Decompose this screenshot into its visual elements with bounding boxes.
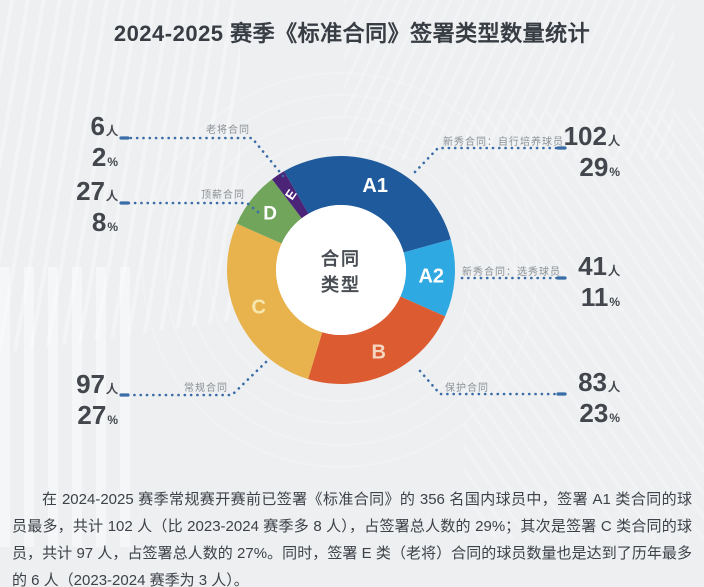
a1-people-unit: 人 [607, 134, 620, 148]
c-people: 97 [76, 369, 105, 399]
callout-a1-label: 新秀合同：自行培养球员 [443, 137, 564, 148]
e-people: 6 [90, 111, 105, 141]
leader-line-B [418, 369, 560, 396]
callout-d: 27人 8% [8, 178, 118, 240]
c-people-unit: 人 [105, 382, 118, 396]
a1-percent: 29 [579, 152, 609, 182]
callout-c: 97人 27% [8, 371, 118, 433]
d-percent-unit: % [107, 220, 118, 234]
a1-percent-unit: % [609, 165, 620, 179]
slice-letter-D: D [263, 203, 277, 224]
c-percent-unit: % [107, 413, 118, 427]
donut-center-label: 合同 类型 [281, 246, 401, 298]
b-percent: 23 [579, 398, 609, 428]
e-percent: 2 [91, 142, 107, 172]
callout-e-label: 老将合同 [206, 125, 250, 136]
donut-slice-C [226, 223, 323, 380]
d-percent: 8 [91, 207, 107, 237]
donut-slice-A2 [400, 239, 455, 317]
slice-letter-A1: A1 [362, 175, 388, 197]
d-people-unit: 人 [105, 189, 118, 203]
a2-people: 41 [578, 251, 607, 281]
center-label-line1: 合同 [321, 249, 361, 269]
callout-c-label: 常规合同 [184, 383, 228, 394]
callout-b-label: 保护合同 [445, 383, 489, 394]
donut-center-hole [276, 205, 406, 335]
leader-line-E [126, 136, 285, 178]
leader-line-D [126, 201, 260, 214]
a1-people: 102 [563, 121, 607, 151]
a2-percent: 11 [580, 282, 609, 312]
donut-slice-E [272, 171, 309, 219]
e-percent-unit: % [107, 155, 118, 169]
a2-people-unit: 人 [607, 264, 620, 278]
b-percent-unit: % [609, 411, 620, 425]
donut-slice-D [236, 179, 302, 244]
page-title: 2024-2025 赛季《标准合同》签署类型数量统计 [113, 21, 591, 46]
slice-letter-B: B [371, 341, 385, 363]
callout-d-label: 顶薪合同 [201, 190, 245, 201]
callout-b: 83人 23% [510, 369, 620, 431]
slice-letter-A2: A2 [418, 266, 444, 288]
leader-lines [119, 136, 567, 397]
e-people-unit: 人 [105, 124, 118, 138]
slice-letter-C: C [251, 297, 265, 319]
b-people-unit: 人 [607, 380, 620, 394]
callout-a2: 41人 11% [510, 253, 620, 315]
callout-a1: 102人 29% [510, 123, 620, 185]
callout-e: 6人 2% [8, 113, 118, 175]
d-people: 27 [76, 176, 105, 206]
center-label-line2: 类型 [321, 275, 361, 295]
donut-slice-B [308, 296, 446, 384]
c-percent: 27 [77, 400, 107, 430]
a2-percent-unit: % [609, 295, 620, 309]
b-people: 83 [578, 367, 607, 397]
callout-a2-label: 新秀合同：选秀球员 [462, 267, 561, 278]
donut-slice-A1 [284, 155, 451, 253]
summary-paragraph: 在 2024-2025 赛季常规赛开赛前已签署《标准合同》的 356 名国内球员… [12, 491, 692, 587]
leader-line-A1 [413, 146, 560, 174]
donut-slices [226, 155, 455, 384]
